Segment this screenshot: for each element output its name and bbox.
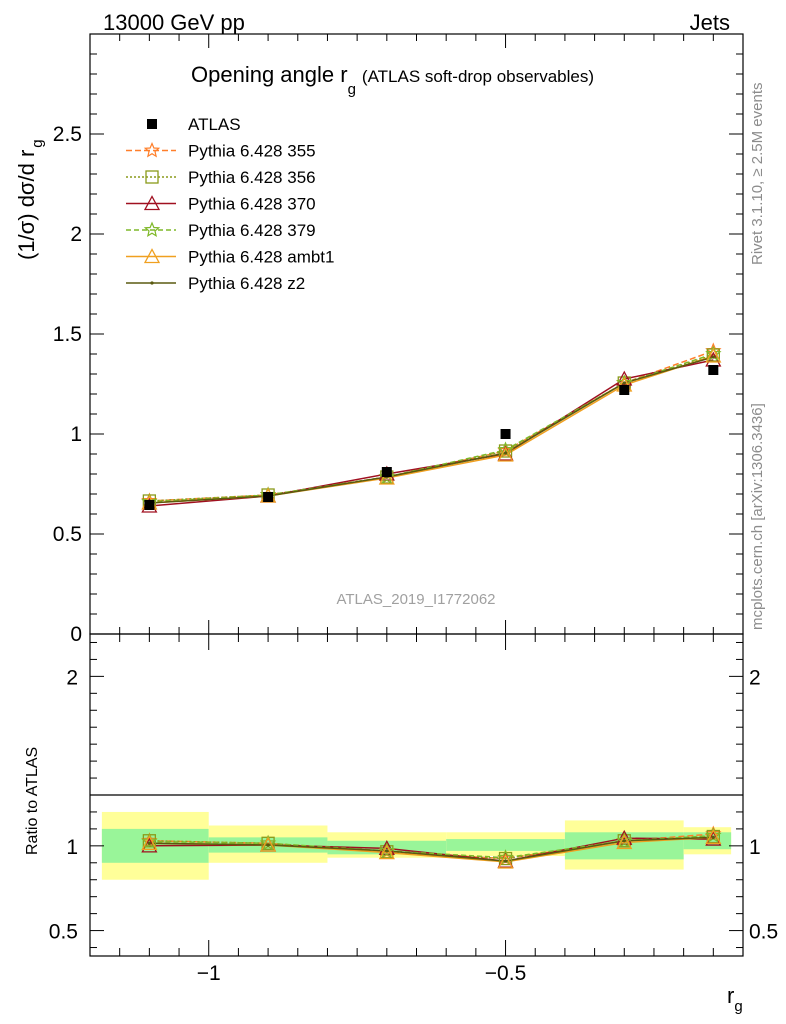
ratio-marker-5 <box>266 843 270 847</box>
series-marker-4 <box>497 446 514 462</box>
title-sub: g <box>348 81 356 98</box>
series-marker-4 <box>705 347 722 363</box>
legend-marker-1 <box>145 170 159 184</box>
main-ytick-label: 2.5 <box>53 123 82 146</box>
ratio-ylabel: Ratio to ATLAS <box>24 747 41 855</box>
legend-marker-3 <box>143 221 161 237</box>
legend-label-4: Pythia 6.428 ambt1 <box>188 248 334 267</box>
legend: ATLAS Pythia 6.428 355 Pythia 6.428 356 Pyt… <box>126 115 334 293</box>
ratio-marker-5 <box>503 859 508 863</box>
ratio-ticks: 0.5 0.5 1 1 2 2 −1 −0.5 <box>49 634 778 985</box>
header-left: 13000 GeV pp <box>103 10 245 35</box>
ratio-ytick-label: 2 <box>66 666 78 689</box>
main-ticks: 0 0.5 1 1.5 2 2.5 <box>53 34 744 646</box>
xlabel: rg <box>727 983 743 1015</box>
main-ytick-label: 0 <box>70 623 82 646</box>
ratio-marker-4 <box>705 828 722 845</box>
ratio-marker-4 <box>141 834 158 850</box>
legend-marker-5 <box>150 281 154 285</box>
series-marker-3 <box>378 468 396 484</box>
ratio-ytick-label-right: 1 <box>749 836 761 859</box>
xlabel-main: r <box>727 983 734 1008</box>
rivet-label: Rivet 3.1.10, ≥ 2.5M events <box>749 83 766 266</box>
series-marker-5 <box>622 381 626 385</box>
series-marker-5 <box>503 451 508 455</box>
ratio-marker-5 <box>385 849 389 853</box>
legend-marker-4 <box>143 248 161 264</box>
ratio-series-lines <box>149 833 714 863</box>
main-ytick-label: 2 <box>70 223 82 246</box>
ylabel-main: (1/σ) dσ/d r <box>14 150 39 260</box>
main-series-markers <box>141 342 722 513</box>
title-paren: (ATLAS soft-drop observables) <box>362 67 594 86</box>
ylabel-sub: g <box>29 139 46 147</box>
series-marker-4 <box>378 469 395 485</box>
ratio-marker-5 <box>711 835 715 839</box>
series-line-3 <box>149 353 714 503</box>
ratio-ytick-label-right: 0.5 <box>749 921 778 944</box>
ratio-marker-4 <box>616 834 633 850</box>
band-green <box>446 839 565 851</box>
ratio-marker-3 <box>378 842 396 858</box>
ratio-ytick-label: 0.5 <box>49 921 78 944</box>
ratio-line-5 <box>149 836 714 862</box>
series-line-5 <box>149 356 714 504</box>
legend-marker-0 <box>143 141 161 158</box>
ratio-marker-1 <box>498 851 513 866</box>
legend-label-1: Pythia 6.428 356 <box>188 168 316 187</box>
legend-label-2: Pythia 6.428 370 <box>188 195 316 214</box>
ratio-marker-3 <box>616 832 633 848</box>
ratio-marker-5 <box>147 841 151 845</box>
main-title: Opening angle rg (ATLAS soft-drop observa… <box>191 62 594 98</box>
xlabel-sub: g <box>734 998 742 1015</box>
legend-label-0: Pythia 6.428 355 <box>188 142 316 161</box>
atlas-point <box>619 385 630 395</box>
series-marker-1 <box>498 444 513 458</box>
ratio-marker-5 <box>622 839 626 843</box>
main-series-lines <box>149 350 714 507</box>
legend-label-atlas: ATLAS <box>188 115 241 134</box>
ratio-ytick-label: 1 <box>66 836 78 859</box>
legend-label-3: Pythia 6.428 379 <box>188 221 316 240</box>
analysis-watermark: ATLAS_2019_I1772062 <box>336 591 495 608</box>
series-line-0 <box>149 350 714 502</box>
ratio-marker-4 <box>378 844 395 860</box>
atlas-data-points <box>144 365 719 510</box>
main-ytick-label: 1 <box>70 423 82 446</box>
main-ytick-label: 1.5 <box>53 323 82 346</box>
main-ylabel: (1/σ) dσ/d r g <box>14 139 46 260</box>
title-main: Opening angle r <box>191 62 348 87</box>
xtick-label: −0.5 <box>485 962 526 985</box>
ratio-ytick-label-right: 2 <box>749 666 761 689</box>
series-marker-5 <box>711 355 715 359</box>
legend-marker-2 <box>143 195 161 211</box>
atlas-point <box>144 500 155 510</box>
ratio-marker-4 <box>260 836 277 852</box>
mcplots-label: mcplots.cern.ch [arXiv:1306.3436] <box>749 403 766 630</box>
ratio-marker-4 <box>497 853 514 869</box>
legend-marker-atlas <box>147 119 157 129</box>
atlas-point <box>708 365 719 375</box>
legend-label-5: Pythia 6.428 z2 <box>188 274 305 293</box>
header-right: Jets <box>690 10 730 35</box>
ylabel-text: (1/σ) dσ/d r g <box>14 139 46 260</box>
atlas-point <box>263 492 274 502</box>
atlas-point <box>381 467 392 477</box>
xtick-label: −1 <box>197 962 221 985</box>
ratio-frame <box>89 633 744 957</box>
main-ytick-label: 0.5 <box>53 523 82 546</box>
ratio-series-markers <box>141 825 722 869</box>
atlas-point <box>500 429 511 439</box>
